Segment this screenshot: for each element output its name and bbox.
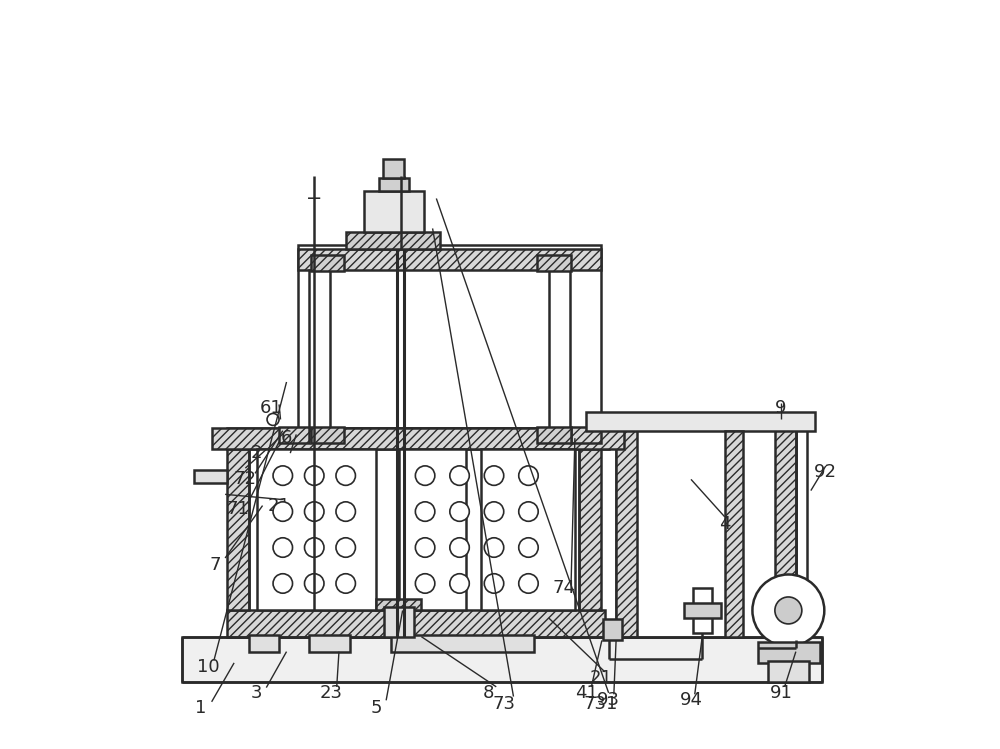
Circle shape — [415, 502, 435, 521]
Circle shape — [415, 574, 435, 593]
Text: 731: 731 — [584, 695, 618, 713]
Text: 2: 2 — [251, 444, 262, 462]
Bar — [227, 434, 249, 610]
Bar — [212, 428, 624, 449]
Circle shape — [484, 538, 504, 557]
Circle shape — [267, 413, 279, 425]
Bar — [346, 232, 440, 249]
Text: 72: 72 — [234, 470, 257, 488]
Circle shape — [752, 574, 824, 646]
Bar — [775, 416, 796, 637]
Text: 71: 71 — [226, 500, 249, 518]
Bar — [481, 449, 575, 610]
Bar — [616, 416, 637, 637]
Text: 91: 91 — [769, 684, 792, 702]
Text: 21: 21 — [590, 669, 613, 687]
Circle shape — [484, 574, 504, 593]
Bar — [603, 619, 622, 640]
Text: −: − — [306, 189, 322, 208]
Circle shape — [415, 538, 435, 557]
Text: 41: 41 — [575, 684, 598, 702]
Bar — [537, 427, 571, 443]
Bar — [758, 642, 820, 663]
Text: 8: 8 — [483, 684, 494, 702]
Text: +: + — [398, 189, 415, 208]
Bar — [309, 635, 350, 652]
Bar — [376, 599, 421, 610]
Bar — [549, 270, 570, 428]
Circle shape — [415, 466, 435, 485]
Text: 73: 73 — [492, 695, 515, 713]
Text: 74: 74 — [552, 579, 575, 597]
Bar — [384, 607, 414, 637]
Circle shape — [336, 574, 355, 593]
Circle shape — [519, 574, 538, 593]
Circle shape — [775, 597, 802, 624]
Circle shape — [484, 502, 504, 521]
Text: 92: 92 — [814, 463, 837, 481]
Circle shape — [450, 502, 469, 521]
Bar — [298, 245, 601, 428]
Bar — [571, 427, 601, 443]
Text: 9: 9 — [775, 399, 787, 417]
Bar — [579, 434, 601, 610]
Bar — [693, 588, 712, 633]
Text: 4: 4 — [719, 515, 730, 533]
Circle shape — [519, 538, 538, 557]
Text: 7: 7 — [210, 557, 221, 574]
Circle shape — [305, 502, 324, 521]
Circle shape — [450, 466, 469, 485]
Circle shape — [519, 466, 538, 485]
Circle shape — [484, 466, 504, 485]
Bar — [311, 255, 344, 271]
Bar — [279, 427, 309, 443]
Text: 23: 23 — [320, 684, 343, 702]
Bar — [227, 428, 609, 449]
Circle shape — [273, 574, 293, 593]
Bar — [616, 416, 796, 637]
Bar — [298, 249, 601, 270]
Text: 6: 6 — [281, 429, 292, 447]
Bar — [586, 412, 815, 431]
Bar — [364, 191, 424, 232]
Bar — [537, 255, 571, 271]
Bar — [383, 159, 404, 178]
Bar — [249, 635, 279, 652]
Text: 3: 3 — [251, 684, 262, 702]
Circle shape — [336, 466, 355, 485]
Text: 61: 61 — [260, 399, 283, 417]
Circle shape — [273, 502, 293, 521]
Circle shape — [450, 574, 469, 593]
Bar — [379, 178, 409, 191]
Text: 93: 93 — [597, 691, 620, 709]
Bar — [309, 270, 330, 428]
Bar — [768, 661, 809, 682]
Circle shape — [305, 466, 324, 485]
Circle shape — [519, 502, 538, 521]
Circle shape — [273, 466, 293, 485]
Circle shape — [305, 574, 324, 593]
Text: 1: 1 — [195, 699, 206, 717]
Text: 21: 21 — [268, 497, 290, 515]
Text: 5: 5 — [371, 699, 382, 717]
Bar — [227, 610, 605, 637]
Bar — [257, 449, 376, 610]
Text: 10: 10 — [197, 658, 219, 676]
Text: 94: 94 — [679, 691, 702, 709]
Bar — [391, 635, 534, 652]
Circle shape — [336, 502, 355, 521]
Circle shape — [336, 538, 355, 557]
Bar — [399, 449, 466, 610]
Circle shape — [305, 538, 324, 557]
Bar — [194, 470, 227, 483]
Bar — [684, 603, 721, 618]
Bar — [725, 431, 743, 637]
Circle shape — [273, 538, 293, 557]
Bar — [311, 427, 344, 443]
Bar — [182, 637, 822, 682]
Circle shape — [450, 538, 469, 557]
